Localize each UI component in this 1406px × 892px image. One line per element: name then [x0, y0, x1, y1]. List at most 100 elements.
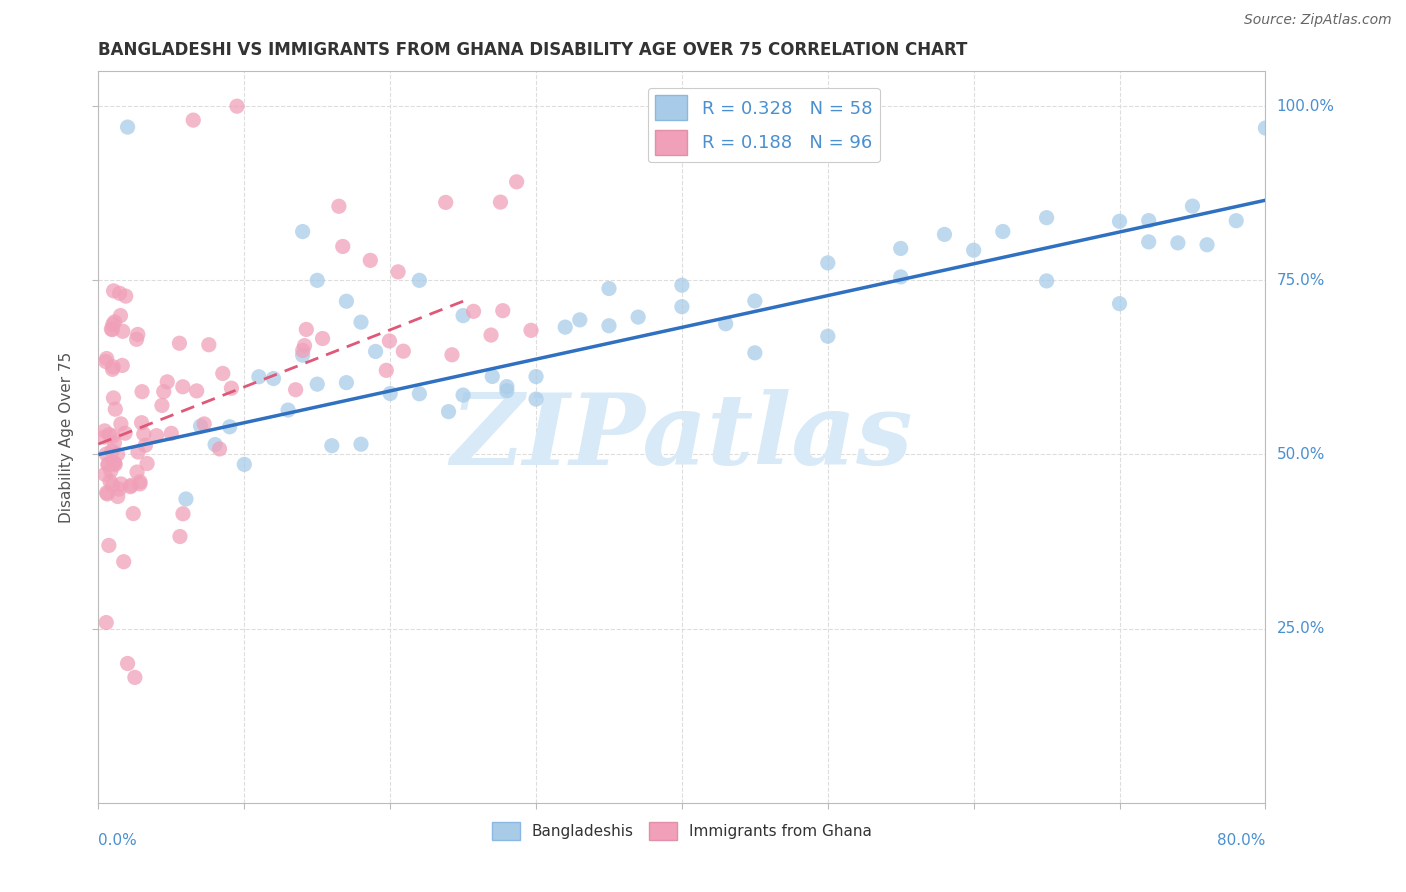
- Point: [94, 467, 117, 482]
- Point: [311, 332, 333, 346]
- Point: [321, 439, 343, 453]
- Point: [103, 435, 125, 450]
- Point: [277, 403, 299, 417]
- Point: [101, 478, 124, 492]
- Point: [1137, 235, 1160, 249]
- Point: [117, 657, 139, 671]
- Point: [156, 375, 179, 389]
- Point: [350, 315, 373, 329]
- Point: [145, 428, 167, 442]
- Point: [479, 328, 502, 343]
- Point: [97, 457, 120, 471]
- Point: [492, 303, 515, 318]
- Point: [117, 120, 139, 134]
- Point: [294, 338, 316, 352]
- Point: [132, 427, 155, 442]
- Text: 100.0%: 100.0%: [1277, 99, 1334, 113]
- Point: [505, 175, 527, 189]
- Point: [93, 424, 115, 438]
- Point: [247, 369, 270, 384]
- Point: [1167, 235, 1189, 250]
- Point: [208, 442, 231, 456]
- Text: 80.0%: 80.0%: [1218, 833, 1265, 848]
- Point: [524, 392, 547, 406]
- Point: [198, 337, 221, 351]
- Point: [451, 309, 474, 323]
- Point: [817, 329, 839, 343]
- Legend: Bangladeshis, Immigrants from Ghana: Bangladeshis, Immigrants from Ghana: [486, 815, 877, 847]
- Point: [332, 239, 354, 253]
- Point: [554, 320, 576, 334]
- Point: [284, 383, 307, 397]
- Point: [111, 324, 134, 338]
- Point: [307, 377, 329, 392]
- Point: [437, 404, 460, 418]
- Point: [335, 376, 357, 390]
- Point: [375, 363, 398, 377]
- Point: [1137, 213, 1160, 227]
- Point: [463, 304, 485, 318]
- Point: [169, 336, 191, 351]
- Point: [380, 386, 402, 401]
- Point: [100, 464, 122, 478]
- Point: [108, 482, 131, 496]
- Point: [96, 447, 118, 461]
- Point: [364, 344, 387, 359]
- Point: [291, 348, 314, 362]
- Point: [160, 426, 183, 441]
- Point: [125, 332, 148, 346]
- Point: [262, 371, 284, 385]
- Point: [172, 507, 194, 521]
- Point: [295, 322, 318, 336]
- Point: [152, 384, 174, 399]
- Point: [991, 225, 1014, 239]
- Point: [1108, 296, 1130, 310]
- Point: [1254, 121, 1277, 136]
- Point: [103, 284, 125, 298]
- Point: [568, 313, 591, 327]
- Point: [598, 318, 620, 333]
- Text: 0.0%: 0.0%: [98, 833, 138, 848]
- Point: [101, 444, 124, 458]
- Point: [129, 476, 152, 491]
- Point: [107, 490, 129, 504]
- Point: [1225, 213, 1247, 227]
- Point: [101, 359, 124, 374]
- Point: [104, 402, 127, 417]
- Text: 50.0%: 50.0%: [1277, 447, 1324, 462]
- Point: [110, 417, 132, 431]
- Text: 75.0%: 75.0%: [1277, 273, 1324, 288]
- Point: [103, 456, 125, 470]
- Point: [408, 386, 430, 401]
- Point: [136, 457, 159, 471]
- Point: [110, 309, 132, 323]
- Point: [122, 507, 145, 521]
- Point: [1108, 214, 1130, 228]
- Point: [387, 265, 409, 279]
- Point: [169, 529, 191, 543]
- Point: [129, 475, 152, 489]
- Point: [104, 458, 127, 472]
- Point: [226, 99, 249, 113]
- Point: [627, 310, 650, 324]
- Point: [98, 427, 121, 442]
- Point: [94, 354, 117, 368]
- Point: [111, 359, 134, 373]
- Point: [100, 322, 122, 336]
- Point: [378, 334, 401, 348]
- Point: [172, 380, 194, 394]
- Point: [120, 480, 142, 494]
- Point: [101, 323, 124, 337]
- Point: [93, 430, 115, 444]
- Point: [890, 242, 912, 256]
- Point: [108, 286, 131, 301]
- Point: [190, 419, 212, 434]
- Point: [101, 318, 124, 332]
- Point: [120, 478, 142, 492]
- Point: [193, 417, 215, 431]
- Point: [174, 491, 197, 506]
- Point: [134, 438, 156, 452]
- Point: [496, 384, 519, 398]
- Point: [97, 538, 120, 552]
- Point: [150, 399, 173, 413]
